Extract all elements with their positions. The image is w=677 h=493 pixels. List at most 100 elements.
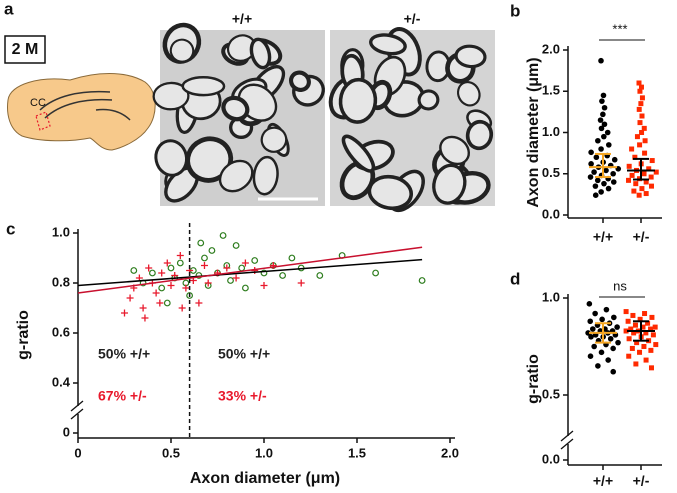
data-point [167,282,175,289]
data-point [176,259,184,267]
y-tick-label: 0.6 [52,324,70,339]
panel-label: d [510,269,520,288]
data-point [145,264,153,272]
axon [221,95,250,122]
axon [288,70,311,92]
data-point [598,146,604,152]
micrograph [328,27,495,212]
data-point [642,138,648,144]
data-point [260,269,268,277]
data-point [587,174,594,180]
data-point [649,158,655,164]
data-point [232,242,240,249]
data-point [599,316,605,323]
annotation: 50% +/+ [218,346,270,362]
data-point [592,310,598,317]
x-tick-label: +/- [633,473,650,489]
data-point [623,309,629,315]
data-point [167,264,175,272]
data-point [631,188,637,194]
data-point [648,174,654,180]
data-point [599,98,605,104]
data-point [121,309,128,317]
axon [369,33,407,56]
data-point [219,232,227,239]
axon [465,119,494,151]
data-point [130,267,138,274]
age-label: 2 M [12,41,39,58]
data-point [610,170,616,177]
data-point [623,328,629,334]
data-point [598,125,605,132]
data-point [634,340,640,346]
fit-line [77,258,423,287]
annotation: 33% +/- [218,388,267,404]
data-point [152,289,160,297]
data-point [260,282,268,289]
data-point [588,149,594,156]
data-point [601,180,607,187]
axis-break [70,408,84,420]
data-point [598,57,604,64]
x-tick-label: 1.0 [255,445,273,460]
y-tick-label: 0.5 [542,165,560,180]
data-point [639,95,645,101]
data-point [605,357,611,363]
data-point [638,84,644,90]
data-point [589,326,596,332]
data-point [632,322,638,328]
y-axis-label: g-ratio [15,310,32,360]
data-point [636,80,642,86]
axon [338,77,378,124]
x-tick-label: 1.5 [348,445,366,460]
data-point [201,254,208,262]
data-point [251,257,259,264]
data-point [603,167,609,174]
brain-lines [39,90,131,121]
data-point [297,279,305,287]
data-point [637,88,643,94]
data-point [653,342,659,348]
data-point [587,353,594,360]
data-point [625,318,631,324]
y-tick-label: 1.5 [542,83,560,98]
data-point [600,92,607,99]
data-point [648,183,654,189]
data-point [611,156,618,163]
y-tick-label: 1.0 [542,289,560,304]
data-point [637,120,643,126]
data-point [592,192,599,198]
axon [417,89,440,111]
data-point [601,121,608,128]
axon [152,81,190,111]
axon [249,37,272,70]
data-point [648,365,654,371]
data-point [600,111,606,118]
data-point [601,104,608,111]
axon [185,136,234,183]
data-point [607,335,614,342]
axon [181,76,226,97]
data-point [610,179,617,185]
data-point [605,185,612,192]
data-point [163,259,171,267]
axon [454,44,487,69]
data-point [186,292,194,299]
data-point [636,192,642,198]
significance: *** [612,21,627,36]
panel-label: a [4,0,14,18]
y-tick-label: 0.5 [542,386,560,401]
data-point [653,169,659,175]
annotation: 50% +/+ [98,346,150,362]
data-point [632,154,638,160]
data-point [629,345,635,351]
y-tick-label: 2.0 [542,41,560,56]
data-point [643,191,649,197]
brain-drawing [7,73,156,151]
data-point [176,252,184,259]
data-point [637,316,643,322]
data-point [639,113,645,119]
data-point [636,106,642,112]
data-point [197,239,205,247]
